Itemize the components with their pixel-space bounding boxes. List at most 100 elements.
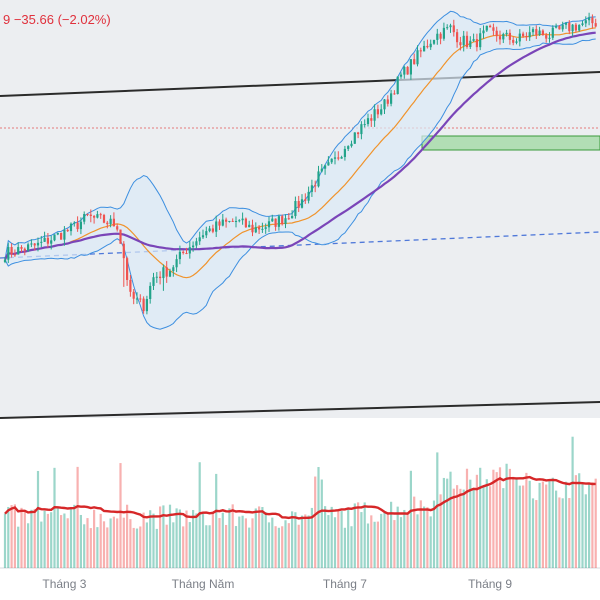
- candle-body: [231, 220, 234, 222]
- candle-body: [251, 224, 254, 233]
- support-dashed-line: [0, 231, 600, 259]
- volume-bar: [112, 516, 115, 568]
- volume-bar: [333, 517, 337, 568]
- candle-body: [528, 32, 531, 38]
- volume-bar: [465, 468, 469, 568]
- candle-body: [162, 267, 165, 279]
- volume-bar: [472, 488, 475, 568]
- volume-bar: [449, 471, 452, 568]
- volume-bar: [423, 506, 426, 568]
- candle-body: [46, 237, 49, 244]
- volume-bar: [50, 512, 53, 568]
- candle-body: [205, 231, 208, 236]
- candle-body: [551, 27, 554, 38]
- candle-body: [439, 33, 442, 39]
- candle-body: [498, 36, 502, 40]
- volume-bar: [581, 482, 584, 568]
- candle-body: [426, 45, 429, 48]
- volume-bar: [406, 512, 409, 568]
- candle-body: [267, 221, 271, 228]
- volume-bar: [152, 513, 155, 568]
- volume-bar: [343, 527, 346, 568]
- volume-bar: [126, 504, 129, 568]
- volume-bar: [79, 514, 82, 568]
- candle-body: [518, 33, 521, 42]
- candle-body: [406, 66, 409, 75]
- volume-bar: [53, 467, 56, 568]
- volume-bar: [522, 485, 525, 568]
- candle-body: [63, 229, 66, 240]
- candle-body: [479, 33, 482, 48]
- candle-body: [102, 215, 106, 223]
- volume-bar: [545, 484, 548, 568]
- volume-bar: [525, 472, 528, 568]
- channel-lower-line: [0, 401, 600, 419]
- volume-bar: [182, 526, 185, 568]
- candle-body: [515, 41, 518, 43]
- volume-bar: [205, 525, 208, 568]
- volume-bar: [538, 482, 541, 568]
- volume-bar: [366, 523, 370, 568]
- volume-bar: [234, 526, 238, 568]
- candle-body: [142, 298, 145, 312]
- candle-body: [132, 291, 135, 299]
- volume-bar: [380, 513, 383, 568]
- candle-body: [69, 223, 73, 232]
- candle-body: [182, 251, 185, 254]
- volume-bar: [69, 507, 73, 568]
- candle-body: [350, 143, 353, 147]
- volume-bar: [413, 496, 416, 568]
- candle-body: [545, 35, 548, 39]
- candle-body: [568, 22, 571, 32]
- candle-body: [465, 35, 469, 47]
- candle-body: [145, 298, 148, 312]
- candle-body: [248, 224, 251, 228]
- candle-body: [558, 26, 561, 30]
- candle-body: [60, 232, 63, 240]
- candle-body: [307, 191, 310, 201]
- volume-bar: [238, 516, 241, 568]
- volume-bar: [337, 509, 340, 568]
- candle-body: [531, 29, 535, 33]
- bollinger-fill: [5, 11, 596, 330]
- volume-bar: [363, 502, 366, 568]
- candle-body: [225, 219, 228, 222]
- volume-bar: [248, 527, 251, 568]
- candle-body: [456, 32, 459, 43]
- volume-bar: [23, 511, 26, 568]
- volume-bar: [324, 506, 327, 568]
- volume-bar: [479, 467, 482, 568]
- volume-bar: [373, 521, 376, 568]
- time-axis-tick-label: Tháng 9: [468, 577, 512, 591]
- volume-bar: [548, 479, 551, 568]
- candle-body: [482, 30, 485, 34]
- candle-body: [215, 221, 218, 232]
- volume-bar: [159, 506, 162, 568]
- volume-bar: [327, 515, 330, 568]
- volume-bar: [330, 506, 333, 568]
- volume-bar: [96, 527, 99, 568]
- volume-bar: [228, 508, 231, 568]
- candle-body: [508, 32, 511, 40]
- candle-body: [178, 251, 181, 260]
- volume-bar: [317, 467, 320, 568]
- volume-bar: [178, 509, 181, 568]
- volume-bar: [304, 514, 307, 568]
- volume-bar: [310, 507, 313, 568]
- candle-body: [17, 247, 20, 255]
- candle-body: [139, 298, 142, 300]
- candle-body: [112, 218, 115, 227]
- candle-body: [208, 228, 211, 232]
- candle-body: [238, 220, 241, 222]
- volume-bar: [528, 480, 531, 568]
- volume-bar: [353, 503, 356, 568]
- volume-bar: [594, 478, 597, 568]
- volume-bar: [390, 501, 393, 568]
- candle-body: [459, 42, 462, 46]
- price-change-readout: 9 −35.66 (−2.02%): [3, 12, 111, 27]
- time-axis-tick-label: Tháng Năm: [172, 577, 235, 591]
- volume-bar: [396, 506, 399, 568]
- candle-body: [281, 216, 284, 225]
- candle-body: [564, 22, 568, 25]
